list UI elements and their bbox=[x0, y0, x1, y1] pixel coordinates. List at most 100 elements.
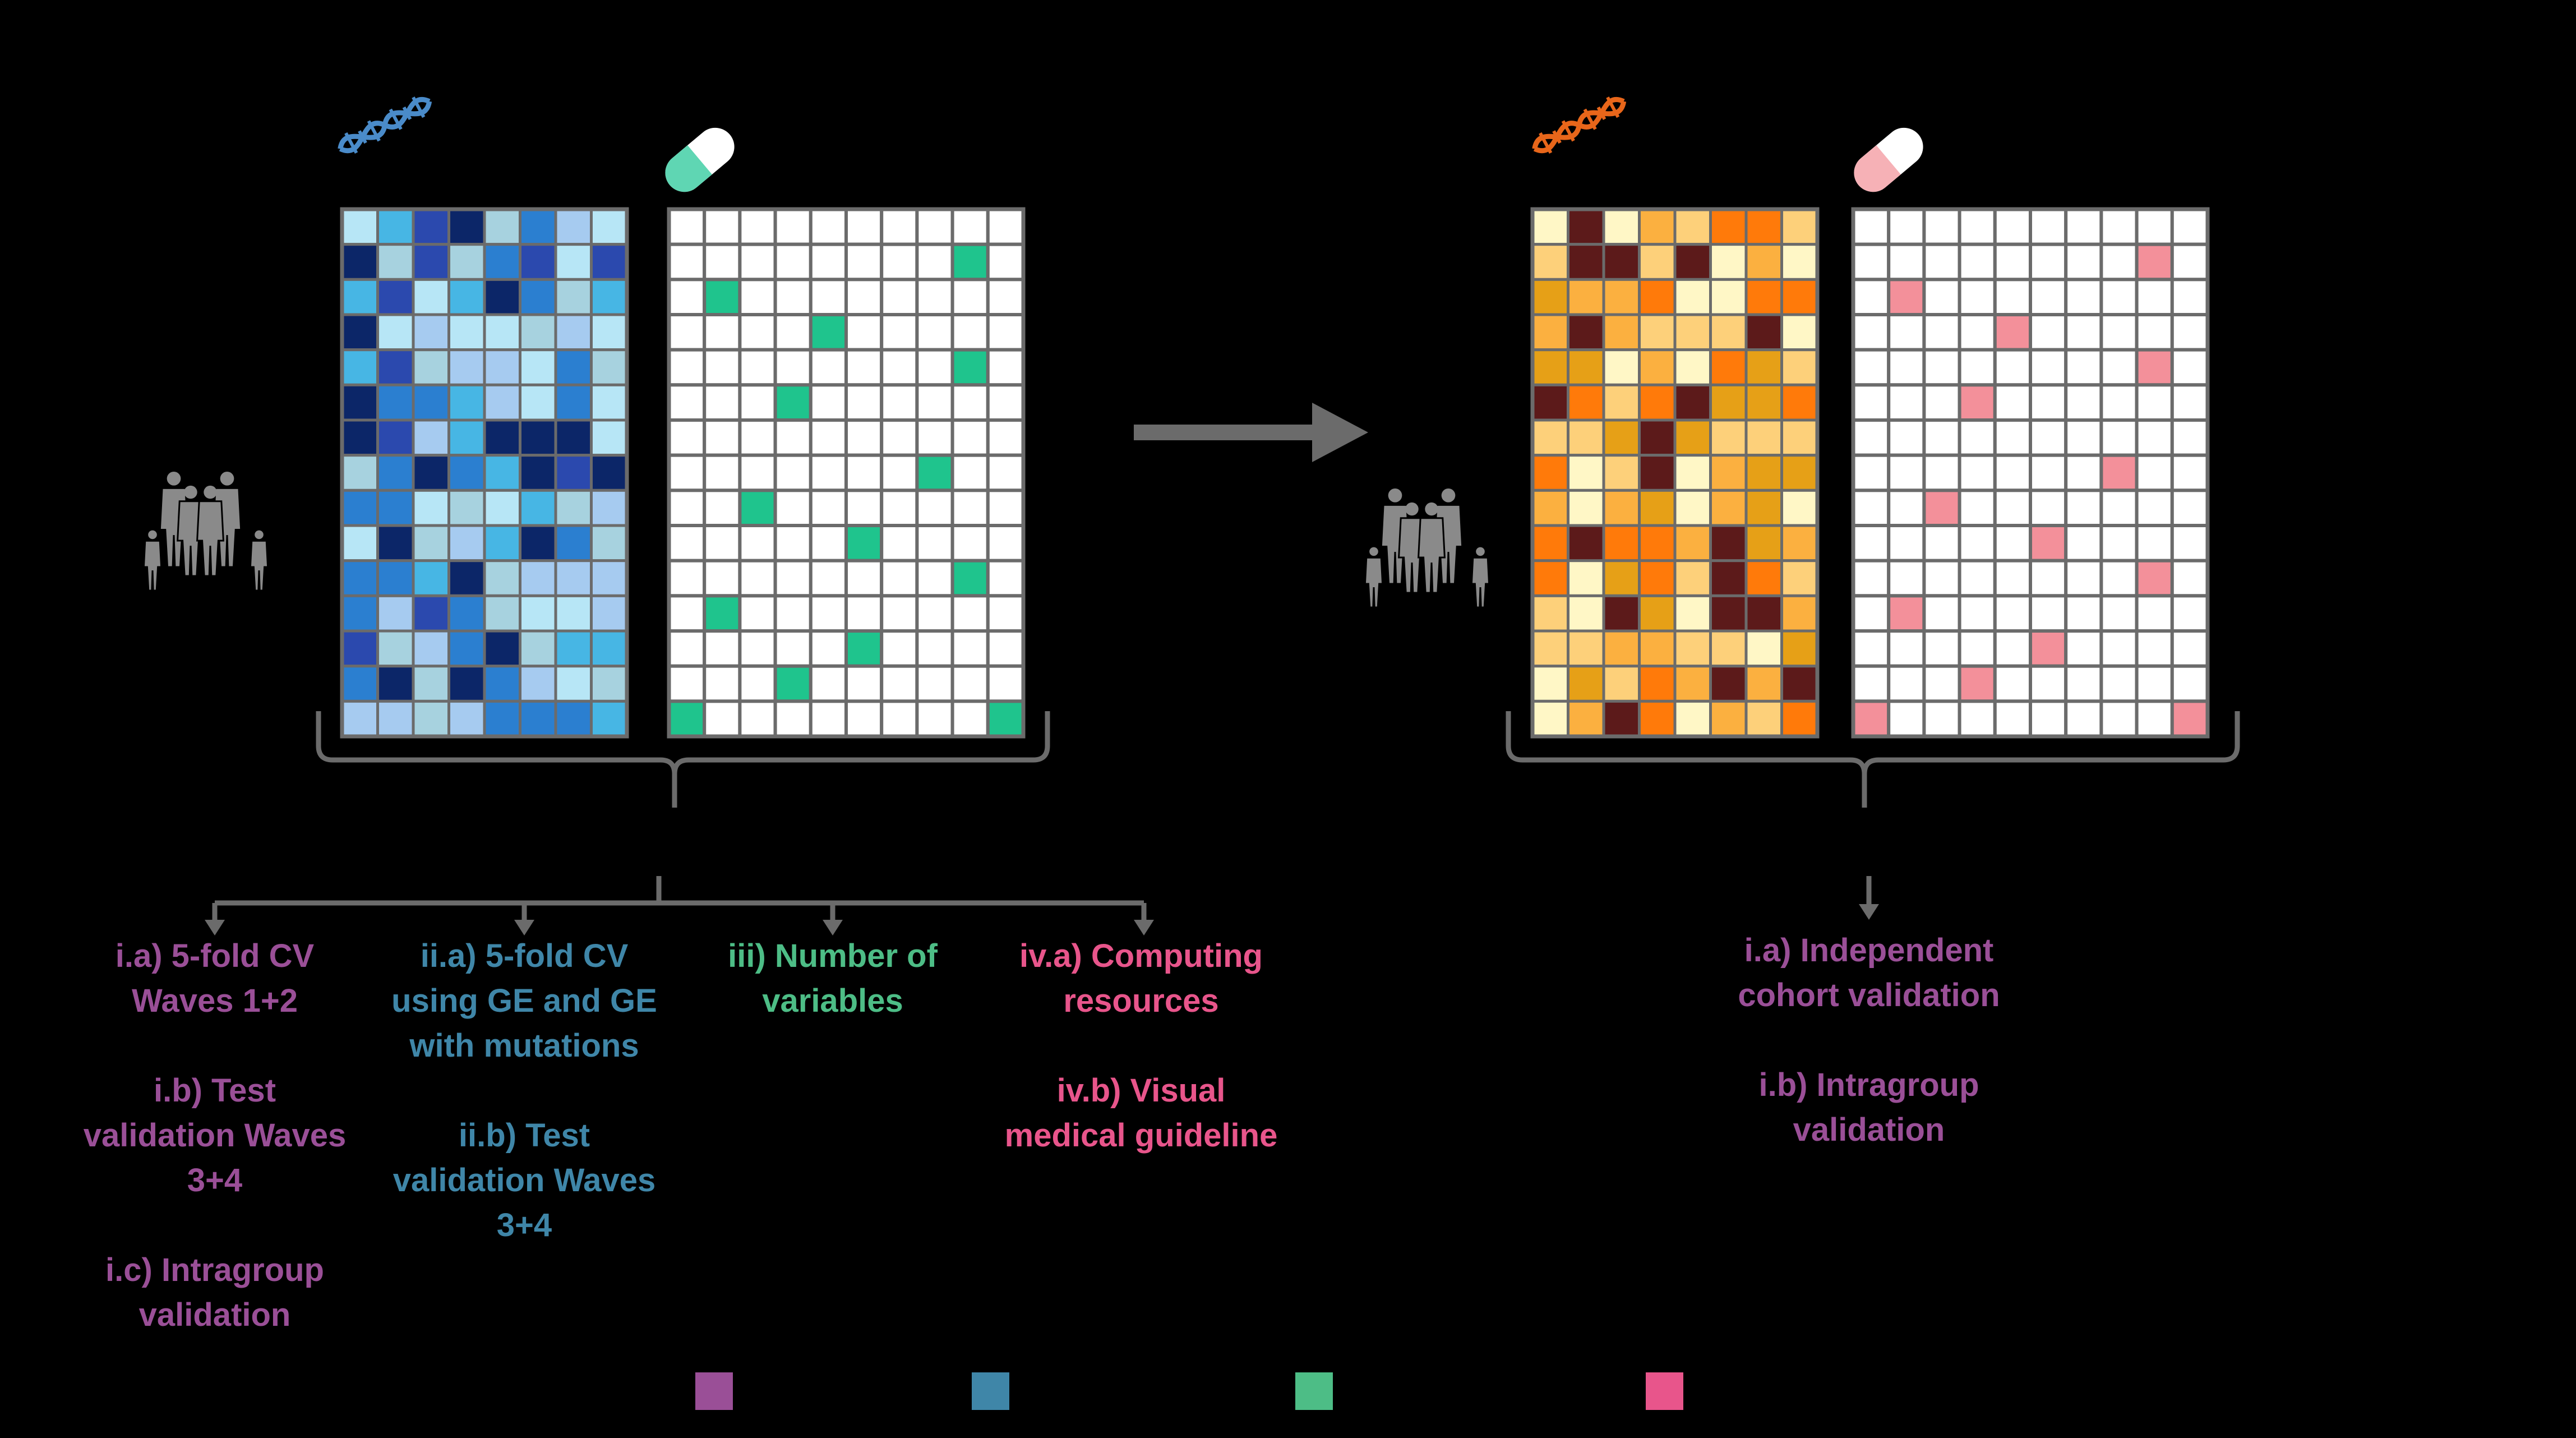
matrix-cell bbox=[1709, 699, 1748, 738]
matrix-cell bbox=[986, 699, 1026, 739]
matrix-cell bbox=[1744, 594, 1783, 633]
matrix-cell bbox=[2099, 313, 2139, 352]
matrix-cell bbox=[1531, 243, 1569, 281]
matrix-cell bbox=[1638, 208, 1677, 246]
matrix-cell bbox=[703, 664, 742, 703]
matrix-cell bbox=[412, 383, 450, 422]
matrix-cell bbox=[2029, 699, 2068, 739]
matrix-cell bbox=[809, 594, 848, 633]
matrix-cell bbox=[738, 208, 777, 246]
matrix-cell bbox=[1567, 594, 1605, 633]
matrix-cell bbox=[1673, 699, 1712, 738]
matrix-cell bbox=[880, 629, 919, 668]
matrix-cell bbox=[1673, 313, 1712, 352]
matrix-cell bbox=[880, 278, 919, 317]
matrix-cell bbox=[1922, 383, 1961, 422]
matrix-cell bbox=[880, 313, 919, 352]
matrix-cell bbox=[1567, 208, 1605, 246]
matrix-cell bbox=[376, 629, 415, 668]
matrix-cell bbox=[1673, 278, 1712, 316]
matrix-cell bbox=[986, 418, 1026, 457]
matrix-cell bbox=[2064, 559, 2103, 598]
matrix-cell bbox=[1922, 418, 1961, 457]
matrix-cell bbox=[2029, 524, 2068, 563]
connector-tree-left bbox=[212, 876, 1147, 924]
matrix-cell bbox=[1958, 242, 1997, 282]
transition-arrow bbox=[1134, 403, 1368, 462]
matrix-cell bbox=[703, 594, 742, 633]
matrix-cell bbox=[773, 488, 812, 527]
matrix-cell bbox=[844, 488, 884, 527]
matrix-cell bbox=[2029, 629, 2068, 668]
matrix-cell bbox=[667, 278, 707, 317]
matrix-cell bbox=[1602, 699, 1641, 738]
matrix-cell bbox=[519, 629, 557, 668]
matrix-cell bbox=[447, 629, 486, 668]
matrix-cell bbox=[340, 524, 379, 563]
matrix-cell bbox=[1922, 348, 1961, 387]
matrix-cell bbox=[2170, 524, 2210, 563]
matrix-cell bbox=[1993, 664, 2033, 703]
matrix-cell bbox=[412, 665, 450, 703]
dna-icon-left bbox=[338, 96, 432, 154]
matrix-cell bbox=[376, 454, 415, 492]
label-purple-left: i.a) 5-fold CV Waves 1+2 i.b) Test valid… bbox=[83, 938, 347, 1333]
matrix-cell bbox=[1922, 559, 1961, 598]
matrix-cell bbox=[483, 313, 521, 352]
matrix-cell bbox=[1709, 454, 1748, 492]
matrix-cell bbox=[2135, 208, 2174, 246]
matrix-cell bbox=[1958, 313, 1997, 352]
matrix-cell bbox=[773, 208, 812, 246]
matrix-cell bbox=[412, 418, 450, 457]
matrix-cell bbox=[809, 453, 848, 492]
matrix-cell bbox=[1922, 242, 1961, 282]
matrix-cell bbox=[554, 208, 593, 246]
matrix-cell bbox=[554, 488, 593, 527]
matrix-cell bbox=[1958, 208, 1997, 246]
gene-expression-matrix-left bbox=[340, 207, 629, 739]
matrix-cell bbox=[703, 453, 742, 492]
matrix-cell bbox=[1780, 243, 1819, 281]
matrix-cell bbox=[986, 313, 1026, 352]
matrix-cell bbox=[1993, 524, 2033, 563]
matrix-cell bbox=[1744, 278, 1783, 316]
matrix-cell bbox=[844, 278, 884, 317]
matrix-cell bbox=[2099, 453, 2139, 492]
matrix-cell bbox=[519, 418, 557, 457]
matrix-cell bbox=[483, 278, 521, 316]
matrix-cell bbox=[483, 524, 521, 563]
matrix-cell bbox=[2135, 524, 2174, 563]
matrix-cell bbox=[1887, 313, 1926, 352]
matrix-cell bbox=[1993, 488, 2033, 527]
matrix-cell bbox=[667, 418, 707, 457]
matrix-cell bbox=[2170, 348, 2210, 387]
matrix-cell bbox=[1673, 243, 1712, 281]
matrix-cell bbox=[703, 559, 742, 598]
matrix-cell bbox=[1922, 208, 1961, 246]
matrix-cell bbox=[340, 594, 379, 633]
legend-swatch bbox=[972, 1372, 1009, 1410]
matrix-cell bbox=[1887, 594, 1926, 633]
matrix-cell bbox=[1531, 208, 1569, 246]
matrix-cell bbox=[773, 313, 812, 352]
matrix-cell bbox=[1602, 278, 1641, 316]
matrix-cell bbox=[1744, 418, 1783, 457]
label-blue-left: ii.a) 5-fold CV using GE and GE with mut… bbox=[391, 938, 657, 1243]
matrix-cell bbox=[412, 524, 450, 563]
matrix-cell bbox=[1780, 629, 1819, 668]
matrix-cell bbox=[1638, 454, 1677, 492]
matrix-cell bbox=[554, 278, 593, 316]
matrix-cell bbox=[2029, 278, 2068, 317]
matrix-cell bbox=[1709, 348, 1748, 386]
matrix-cell bbox=[950, 699, 990, 739]
matrix-cell bbox=[1602, 594, 1641, 633]
matrix-cell bbox=[1887, 699, 1926, 739]
matrix-cell bbox=[738, 313, 777, 352]
matrix-cell bbox=[1958, 559, 1997, 598]
matrix-cell bbox=[915, 488, 954, 527]
matrix-cell bbox=[554, 559, 593, 597]
matrix-cell bbox=[1922, 629, 1961, 668]
matrix-cell bbox=[1744, 313, 1783, 352]
matrix-cell bbox=[1958, 383, 1997, 422]
matrix-cell bbox=[1602, 208, 1641, 246]
